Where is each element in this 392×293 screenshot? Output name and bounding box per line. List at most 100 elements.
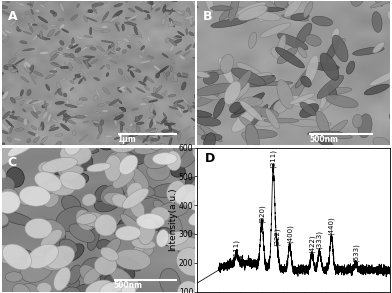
Ellipse shape bbox=[103, 145, 109, 148]
Ellipse shape bbox=[0, 32, 5, 37]
Ellipse shape bbox=[57, 144, 64, 150]
Ellipse shape bbox=[113, 291, 129, 293]
Ellipse shape bbox=[320, 53, 339, 80]
Ellipse shape bbox=[83, 56, 94, 58]
Ellipse shape bbox=[135, 6, 143, 11]
Ellipse shape bbox=[121, 107, 126, 112]
Ellipse shape bbox=[229, 82, 250, 100]
Ellipse shape bbox=[139, 81, 146, 86]
Ellipse shape bbox=[47, 180, 74, 195]
Ellipse shape bbox=[54, 164, 73, 175]
Ellipse shape bbox=[177, 104, 182, 114]
Ellipse shape bbox=[93, 29, 103, 30]
Ellipse shape bbox=[114, 115, 124, 120]
Ellipse shape bbox=[40, 4, 45, 8]
Ellipse shape bbox=[94, 256, 117, 275]
Ellipse shape bbox=[0, 91, 4, 96]
Ellipse shape bbox=[108, 49, 116, 54]
Ellipse shape bbox=[19, 186, 50, 206]
Ellipse shape bbox=[177, 113, 182, 117]
Ellipse shape bbox=[182, 242, 214, 260]
Ellipse shape bbox=[2, 111, 10, 119]
Ellipse shape bbox=[134, 215, 155, 230]
Ellipse shape bbox=[176, 11, 183, 15]
Ellipse shape bbox=[96, 239, 112, 250]
Ellipse shape bbox=[198, 145, 205, 150]
Ellipse shape bbox=[149, 100, 158, 102]
Ellipse shape bbox=[201, 135, 206, 138]
Ellipse shape bbox=[232, 108, 257, 132]
Ellipse shape bbox=[158, 202, 189, 218]
Ellipse shape bbox=[4, 113, 15, 115]
Ellipse shape bbox=[56, 0, 64, 1]
Ellipse shape bbox=[138, 219, 156, 245]
Ellipse shape bbox=[193, 42, 199, 47]
Ellipse shape bbox=[0, 95, 4, 96]
Ellipse shape bbox=[20, 41, 27, 44]
Ellipse shape bbox=[100, 282, 128, 293]
Ellipse shape bbox=[251, 11, 281, 21]
Ellipse shape bbox=[64, 62, 70, 70]
Ellipse shape bbox=[151, 93, 163, 98]
Ellipse shape bbox=[160, 91, 167, 99]
Ellipse shape bbox=[21, 15, 24, 19]
Ellipse shape bbox=[27, 139, 31, 143]
Ellipse shape bbox=[121, 129, 129, 134]
Ellipse shape bbox=[57, 145, 65, 149]
Ellipse shape bbox=[55, 101, 64, 104]
Ellipse shape bbox=[14, 138, 22, 141]
Ellipse shape bbox=[278, 34, 308, 50]
Ellipse shape bbox=[106, 73, 109, 76]
Ellipse shape bbox=[23, 48, 35, 51]
Ellipse shape bbox=[24, 118, 27, 126]
Ellipse shape bbox=[37, 35, 47, 40]
Ellipse shape bbox=[7, 137, 11, 142]
Bar bbox=[114, 129, 181, 139]
Ellipse shape bbox=[60, 66, 73, 69]
Ellipse shape bbox=[196, 117, 221, 126]
Ellipse shape bbox=[234, 93, 265, 115]
Ellipse shape bbox=[323, 133, 352, 139]
Ellipse shape bbox=[81, 258, 106, 279]
Ellipse shape bbox=[24, 68, 31, 73]
Text: (333): (333) bbox=[316, 230, 323, 249]
Ellipse shape bbox=[301, 76, 311, 87]
Ellipse shape bbox=[138, 42, 145, 48]
Ellipse shape bbox=[60, 143, 92, 165]
Ellipse shape bbox=[309, 62, 339, 71]
Ellipse shape bbox=[13, 65, 18, 72]
Ellipse shape bbox=[5, 120, 13, 127]
Ellipse shape bbox=[57, 110, 66, 116]
Ellipse shape bbox=[0, 123, 9, 131]
Ellipse shape bbox=[70, 53, 74, 58]
Ellipse shape bbox=[166, 151, 181, 171]
Ellipse shape bbox=[270, 0, 290, 8]
Ellipse shape bbox=[122, 50, 127, 53]
Ellipse shape bbox=[382, 0, 392, 4]
Ellipse shape bbox=[110, 136, 139, 153]
Ellipse shape bbox=[204, 0, 214, 13]
Ellipse shape bbox=[184, 189, 214, 211]
Ellipse shape bbox=[112, 137, 135, 151]
Ellipse shape bbox=[137, 29, 142, 38]
Ellipse shape bbox=[60, 171, 86, 190]
Ellipse shape bbox=[7, 137, 38, 156]
Ellipse shape bbox=[102, 260, 125, 276]
Ellipse shape bbox=[179, 71, 198, 78]
Ellipse shape bbox=[143, 134, 150, 143]
Ellipse shape bbox=[131, 239, 156, 249]
Ellipse shape bbox=[254, 144, 267, 161]
Ellipse shape bbox=[124, 0, 128, 3]
Ellipse shape bbox=[29, 100, 38, 104]
Ellipse shape bbox=[174, 100, 184, 104]
Ellipse shape bbox=[241, 97, 263, 106]
Ellipse shape bbox=[33, 137, 40, 142]
Ellipse shape bbox=[44, 38, 50, 40]
Ellipse shape bbox=[172, 21, 181, 25]
Text: (220): (220) bbox=[259, 204, 265, 223]
Ellipse shape bbox=[58, 18, 64, 21]
Text: (422): (422) bbox=[309, 235, 315, 253]
Ellipse shape bbox=[93, 111, 101, 114]
Ellipse shape bbox=[316, 111, 329, 135]
Ellipse shape bbox=[60, 165, 84, 176]
